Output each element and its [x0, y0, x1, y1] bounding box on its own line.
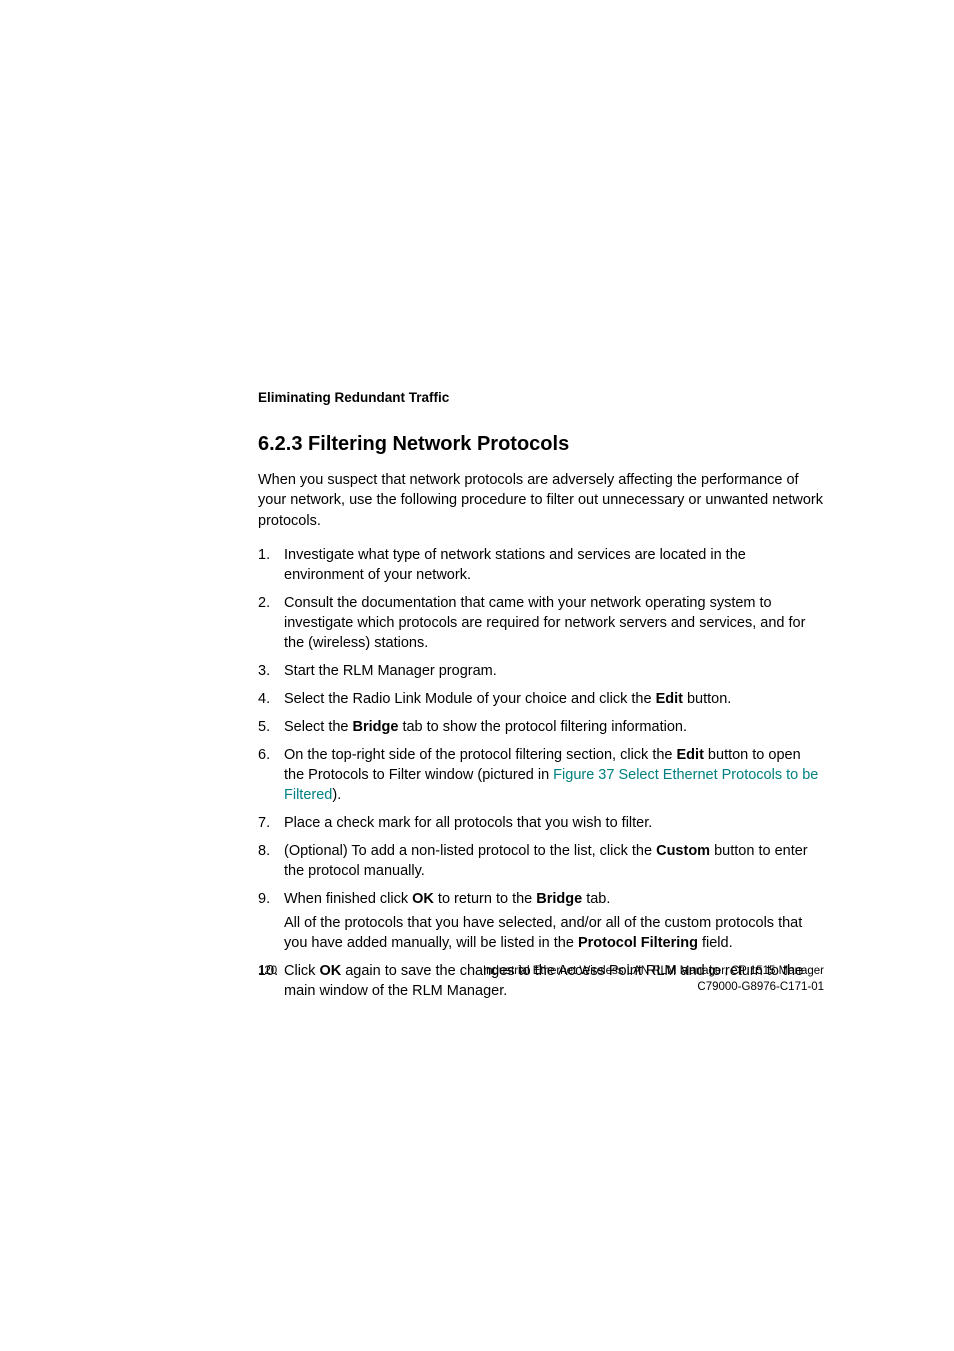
step-1: 1. Investigate what type of network stat…: [258, 545, 824, 585]
step-sub-post: field.: [698, 935, 733, 951]
section-title: Filtering Network Protocols: [308, 433, 569, 455]
step-9: 9. When finished click OK to return to t…: [258, 889, 824, 953]
step-2: 2. Consult the documentation that came w…: [258, 593, 824, 653]
running-header: Eliminating Redundant Traffic: [258, 390, 824, 405]
step-text-pre: Select the: [284, 719, 353, 735]
footer-right: Industrial Ethernet Wireless LAN RLM Man…: [483, 964, 824, 995]
step-sub-bold: Protocol Filtering: [578, 935, 698, 951]
page-footer: 120 Industrial Ethernet Wireless LAN RLM…: [258, 964, 824, 995]
page-container: Eliminating Redundant Traffic 6.2.3 Filt…: [0, 0, 954, 1001]
page-number: 120: [258, 964, 277, 980]
step-text: Start the RLM Manager program.: [284, 663, 497, 679]
section-number: 6.2.3: [258, 433, 302, 455]
step-bold: Edit: [656, 691, 683, 707]
step-7: 7. Place a check mark for all protocols …: [258, 813, 824, 833]
step-text-pre: Select the Radio Link Module of your cho…: [284, 691, 656, 707]
step-bold: Bridge: [536, 891, 582, 907]
step-text-post: tab to show the protocol filtering infor…: [398, 719, 687, 735]
procedure-list: 1. Investigate what type of network stat…: [258, 545, 824, 1001]
footer-line2: C79000-G8976-C171-01: [697, 981, 824, 993]
step-text: Investigate what type of network station…: [284, 547, 746, 583]
step-text-pre: On the top-right side of the protocol fi…: [284, 747, 677, 763]
step-number: 4.: [258, 689, 270, 709]
step-number: 1.: [258, 545, 270, 565]
footer-line1: Industrial Ethernet Wireless LAN RLM Man…: [483, 965, 824, 977]
step-8: 8. (Optional) To add a non-listed protoc…: [258, 841, 824, 881]
section-heading: 6.2.3 Filtering Network Protocols: [258, 433, 824, 456]
step-text-post: tab.: [582, 891, 610, 907]
step-bold: OK: [412, 891, 434, 907]
step-3: 3. Start the RLM Manager program.: [258, 661, 824, 681]
step-bold: Edit: [677, 747, 704, 763]
step-bold: Bridge: [353, 719, 399, 735]
step-number: 8.: [258, 841, 270, 861]
step-4: 4. Select the Radio Link Module of your …: [258, 689, 824, 709]
step-number: 9.: [258, 889, 270, 909]
step-number: 2.: [258, 593, 270, 613]
step-text: Place a check mark for all protocols tha…: [284, 815, 652, 831]
step-bold: Custom: [656, 843, 710, 859]
step-text-pre: (Optional) To add a non-listed protocol …: [284, 843, 656, 859]
step-text: Consult the documentation that came with…: [284, 595, 805, 651]
step-text-pre: When finished click: [284, 891, 412, 907]
step-text-post: button.: [683, 691, 731, 707]
step-number: 3.: [258, 661, 270, 681]
step-number: 5.: [258, 717, 270, 737]
step-5: 5. Select the Bridge tab to show the pro…: [258, 717, 824, 737]
section-intro: When you suspect that network protocols …: [258, 470, 824, 531]
step-text-post: ).: [332, 787, 341, 803]
step-text-mid: to return to the: [434, 891, 536, 907]
step-6: 6. On the top-right side of the protocol…: [258, 745, 824, 805]
step-number: 6.: [258, 745, 270, 765]
step-subtext: All of the protocols that you have selec…: [284, 913, 824, 953]
step-number: 7.: [258, 813, 270, 833]
